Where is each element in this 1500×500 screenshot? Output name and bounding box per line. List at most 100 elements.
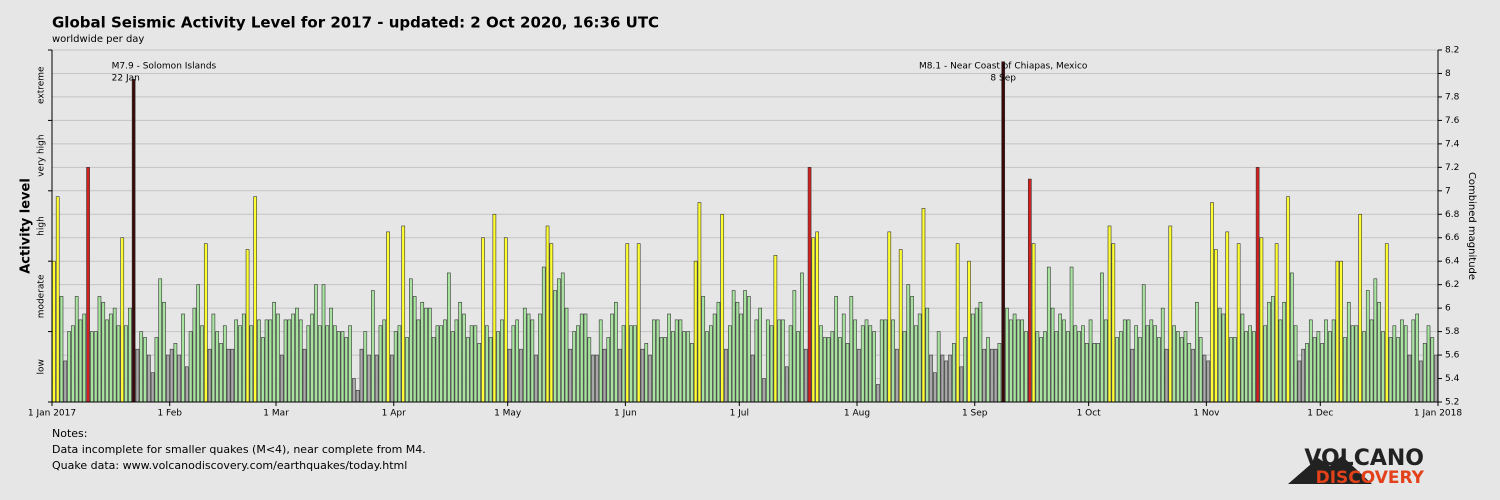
bar — [333, 325, 337, 403]
bar — [71, 325, 75, 403]
bar — [1107, 225, 1112, 403]
bar — [1419, 360, 1423, 403]
x-tick-label: 1 Nov — [1193, 409, 1220, 419]
bar — [914, 325, 918, 403]
bar — [158, 278, 163, 403]
bar — [507, 348, 512, 403]
y-level-label: moderate — [37, 274, 47, 318]
x-tick-label: 1 Dec — [1307, 409, 1333, 419]
bar — [272, 301, 276, 403]
bar — [177, 354, 182, 403]
bar — [982, 348, 987, 403]
bar — [614, 301, 618, 403]
note: Notes: — [52, 427, 87, 440]
bar — [1286, 196, 1290, 403]
bar — [74, 296, 79, 403]
bar — [822, 337, 827, 403]
bar — [162, 301, 166, 403]
bar — [1369, 319, 1374, 403]
bar — [120, 237, 125, 403]
bar — [636, 243, 641, 403]
bar — [1164, 348, 1169, 403]
bar — [1039, 337, 1044, 403]
bar — [807, 167, 812, 403]
bar — [671, 331, 675, 403]
bar — [1119, 331, 1123, 403]
bar — [887, 231, 892, 403]
bar — [1430, 337, 1435, 403]
bar — [1005, 307, 1009, 403]
bar — [481, 237, 485, 403]
bar — [838, 337, 842, 403]
bar — [416, 319, 421, 403]
x-tick-label: 1 Jul — [730, 409, 749, 419]
bar — [67, 331, 71, 403]
bar — [1233, 337, 1237, 403]
bar — [697, 202, 702, 403]
bar — [484, 325, 489, 403]
x-tick-label: 1 May — [494, 409, 522, 419]
chart-title: Global Seismic Activity Level for 2017 -… — [52, 14, 659, 32]
bar — [188, 331, 193, 403]
bar — [215, 331, 219, 403]
bar — [545, 225, 550, 403]
bar — [435, 325, 440, 403]
y2-tick-label: 6 — [1445, 304, 1451, 314]
bar — [1396, 337, 1400, 403]
bar — [997, 343, 1002, 403]
bar — [1305, 343, 1309, 403]
bar — [1373, 278, 1378, 403]
bar — [397, 325, 402, 403]
bar — [109, 313, 113, 403]
bar — [978, 301, 983, 403]
bar — [568, 348, 573, 403]
bar — [181, 313, 185, 403]
bar — [1248, 325, 1252, 403]
bar — [765, 319, 770, 403]
bar — [674, 319, 679, 403]
bar — [390, 354, 394, 403]
bar — [652, 319, 656, 403]
bar — [1073, 325, 1078, 403]
bar — [849, 296, 854, 403]
bar — [579, 313, 584, 403]
y2-tick-label: 7.6 — [1445, 116, 1460, 126]
bar — [933, 372, 937, 403]
bar — [101, 301, 106, 403]
bar — [55, 196, 60, 403]
bar — [143, 337, 147, 403]
bar — [1138, 337, 1142, 403]
bar — [173, 343, 178, 403]
bar — [777, 319, 781, 403]
bar — [857, 348, 861, 403]
bar — [993, 348, 998, 403]
bar — [1191, 348, 1195, 403]
bar — [868, 325, 873, 403]
bar — [1126, 319, 1131, 403]
bar — [1054, 331, 1059, 403]
bar — [606, 337, 611, 403]
bar — [500, 319, 504, 403]
bar — [883, 319, 888, 403]
bar — [1225, 231, 1230, 403]
bar — [200, 325, 204, 403]
bar — [1331, 319, 1336, 403]
bar — [583, 313, 588, 403]
bar — [743, 290, 747, 403]
bar — [1392, 325, 1397, 403]
bar — [1407, 354, 1412, 403]
bar — [1267, 301, 1271, 403]
bar — [1050, 307, 1055, 403]
bar — [1271, 296, 1275, 403]
bar — [735, 301, 740, 403]
bar — [1043, 331, 1047, 403]
bar — [378, 325, 383, 403]
bar — [374, 354, 379, 403]
bar — [454, 319, 459, 403]
bar — [234, 319, 238, 403]
bar — [712, 313, 717, 403]
bar — [1289, 272, 1294, 403]
logo-mountain — [1288, 456, 1372, 484]
bar — [165, 354, 170, 403]
bar — [295, 307, 299, 403]
